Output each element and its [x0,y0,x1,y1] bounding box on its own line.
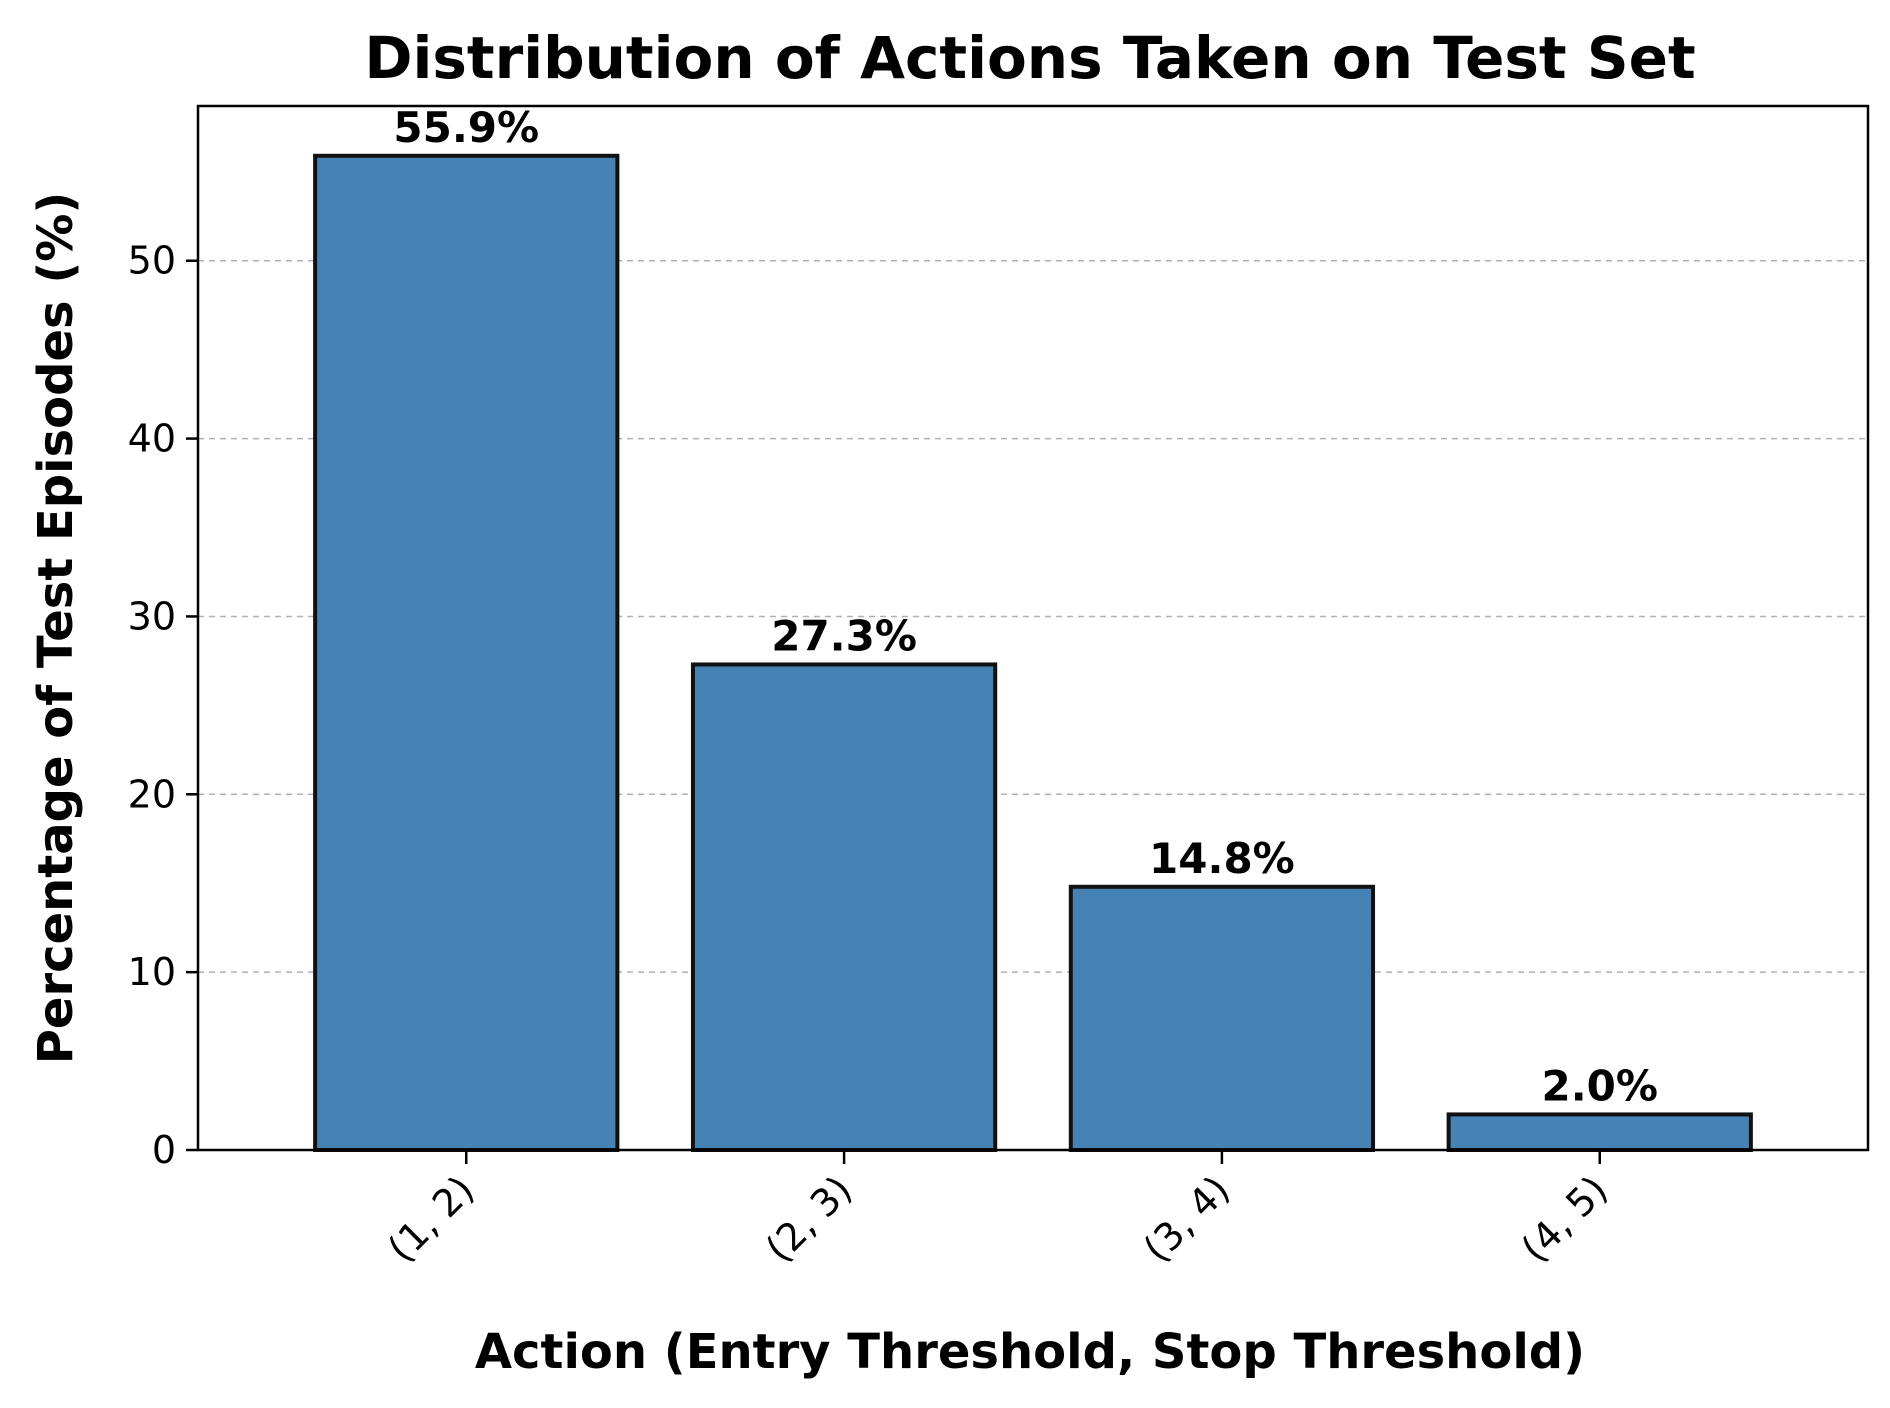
data-labels: 55.9% 27.3% 14.8% 2.0% [393,103,1658,1111]
y-axis-label: Percentage of Test Episodes (%) [28,192,84,1065]
y-tick-label: 50 [128,239,176,283]
bar-value-label: 55.9% [393,103,539,152]
y-tick-label: 0 [152,1128,176,1172]
bar [1446,1112,1753,1153]
bar [313,153,620,1153]
bars [313,153,1753,1153]
bar-value-label: 14.8% [1149,834,1295,883]
x-axis-label: Action (Entry Threshold, Stop Threshold) [475,1324,1585,1380]
bar-value-label: 2.0% [1541,1061,1657,1110]
bar [690,662,998,1152]
plot-frame [196,104,1870,1152]
y-tick-label: 30 [128,594,176,638]
y-tick-label: 40 [128,417,176,461]
bar [1068,884,1376,1153]
bar-value-label: 27.3% [771,611,917,660]
y-tick-label: 10 [128,950,176,994]
y-axis-ticks: 0 10 20 30 40 50 [128,239,198,1172]
chart-title: Distribution of Actions Taken on Test Se… [364,24,1695,92]
y-tick-label: 20 [128,772,176,816]
